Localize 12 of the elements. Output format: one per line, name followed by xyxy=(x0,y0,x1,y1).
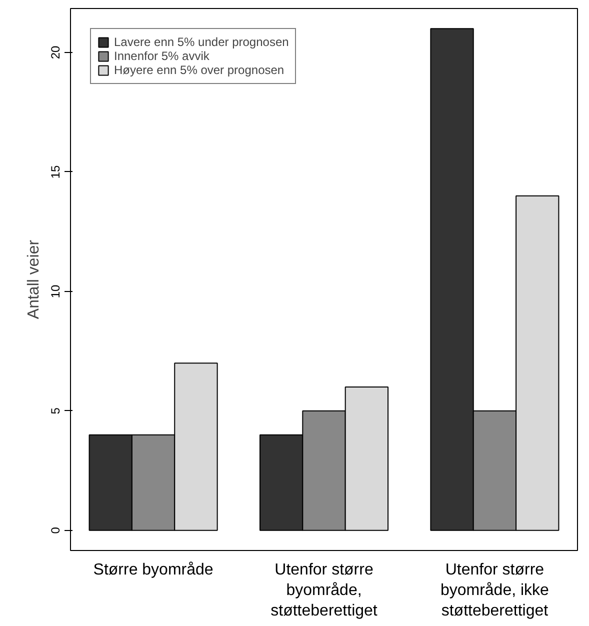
y-tick-label: 20 xyxy=(48,45,62,60)
x-tick-label: Utenfor større byområde, støtteberettiget xyxy=(270,562,378,620)
legend-label: Innenfor 5% avvik xyxy=(114,49,210,63)
x-tick-label: Utenfor større byområde, ikke støtteberettiget xyxy=(440,562,550,620)
y-tick-label: 5 xyxy=(48,407,62,414)
y-tick-label: 0 xyxy=(48,526,62,534)
y-tick-label: 10 xyxy=(48,284,62,298)
legend-label: Lavere enn 5% under prognosen xyxy=(114,35,289,49)
x-tick-label: Større byområde xyxy=(93,562,214,578)
legend-label: Høyere enn 5% over prognosen xyxy=(114,63,284,77)
y-axis-title: Antall veier xyxy=(26,239,42,320)
y-tick-label: 15 xyxy=(48,164,62,179)
